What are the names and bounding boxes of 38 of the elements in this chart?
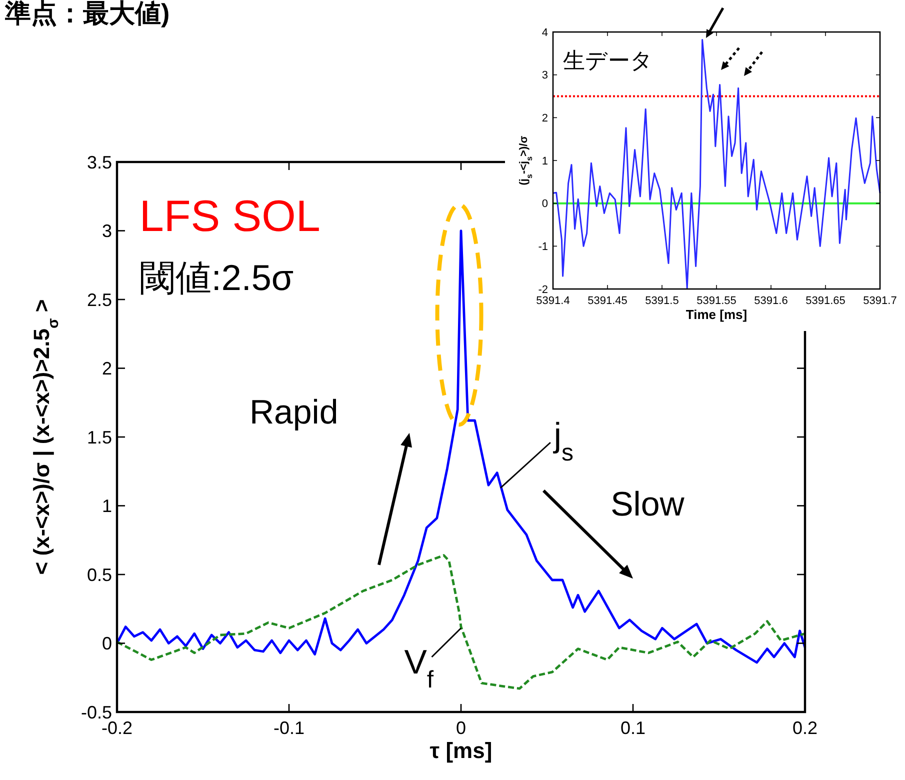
y-tick-label: 2: [102, 358, 112, 379]
y-tick-label: 4: [542, 26, 548, 39]
annotation: LFS SOL: [139, 192, 320, 241]
x-tick-label: 5391.55: [696, 295, 736, 307]
x-tick-label: 5391.7: [863, 295, 897, 307]
x-tick-label: 5391.65: [806, 295, 846, 307]
line-series: [552, 38, 881, 289]
y-tick-label: 2.5: [86, 290, 112, 310]
y-tick-label: -1: [538, 241, 548, 254]
x-tick-label: 5391.5: [645, 295, 679, 307]
x-tick-label: 5391.4: [536, 295, 570, 307]
x-tick-label: 0.1: [620, 718, 646, 738]
x-tick-label: 5391.45: [588, 295, 628, 307]
x-axis-title: τ [ms]: [430, 738, 492, 763]
series-label: j$_{s}$: [552, 416, 574, 466]
y-tick-label: 1.5: [86, 427, 112, 448]
x-axis-title: Time [ms]: [686, 307, 748, 322]
x-tick-label: -0.1: [273, 718, 305, 738]
x-tick-label: 0.2: [792, 718, 818, 738]
x-tick-label: 0: [456, 718, 466, 738]
annotation: 閾値:2.5σ: [139, 256, 294, 298]
y-tick-label: -2: [538, 284, 548, 296]
y-tick-label: 3.5: [86, 152, 112, 172]
y-tick-label: 1: [102, 496, 112, 516]
y-tick-label: 1: [542, 155, 548, 168]
y-tick-label: 3: [102, 221, 112, 242]
y-tick-label: 2: [542, 112, 548, 125]
y-tick-label: 0.5: [86, 564, 112, 585]
line-series: [116, 554, 806, 690]
annotation: 生データ: [563, 48, 653, 73]
text: 準点：最大値): [4, 0, 170, 28]
y-tick-label: 0: [102, 634, 112, 654]
x-tick-label: 5391.6: [754, 295, 788, 307]
y-tick-label: 3: [542, 70, 548, 82]
annotation: Rapid: [249, 393, 338, 432]
series-label: V$_{f}$: [404, 644, 434, 693]
annotation: Slow: [610, 485, 685, 524]
y-tick-label: 0: [542, 198, 548, 210]
